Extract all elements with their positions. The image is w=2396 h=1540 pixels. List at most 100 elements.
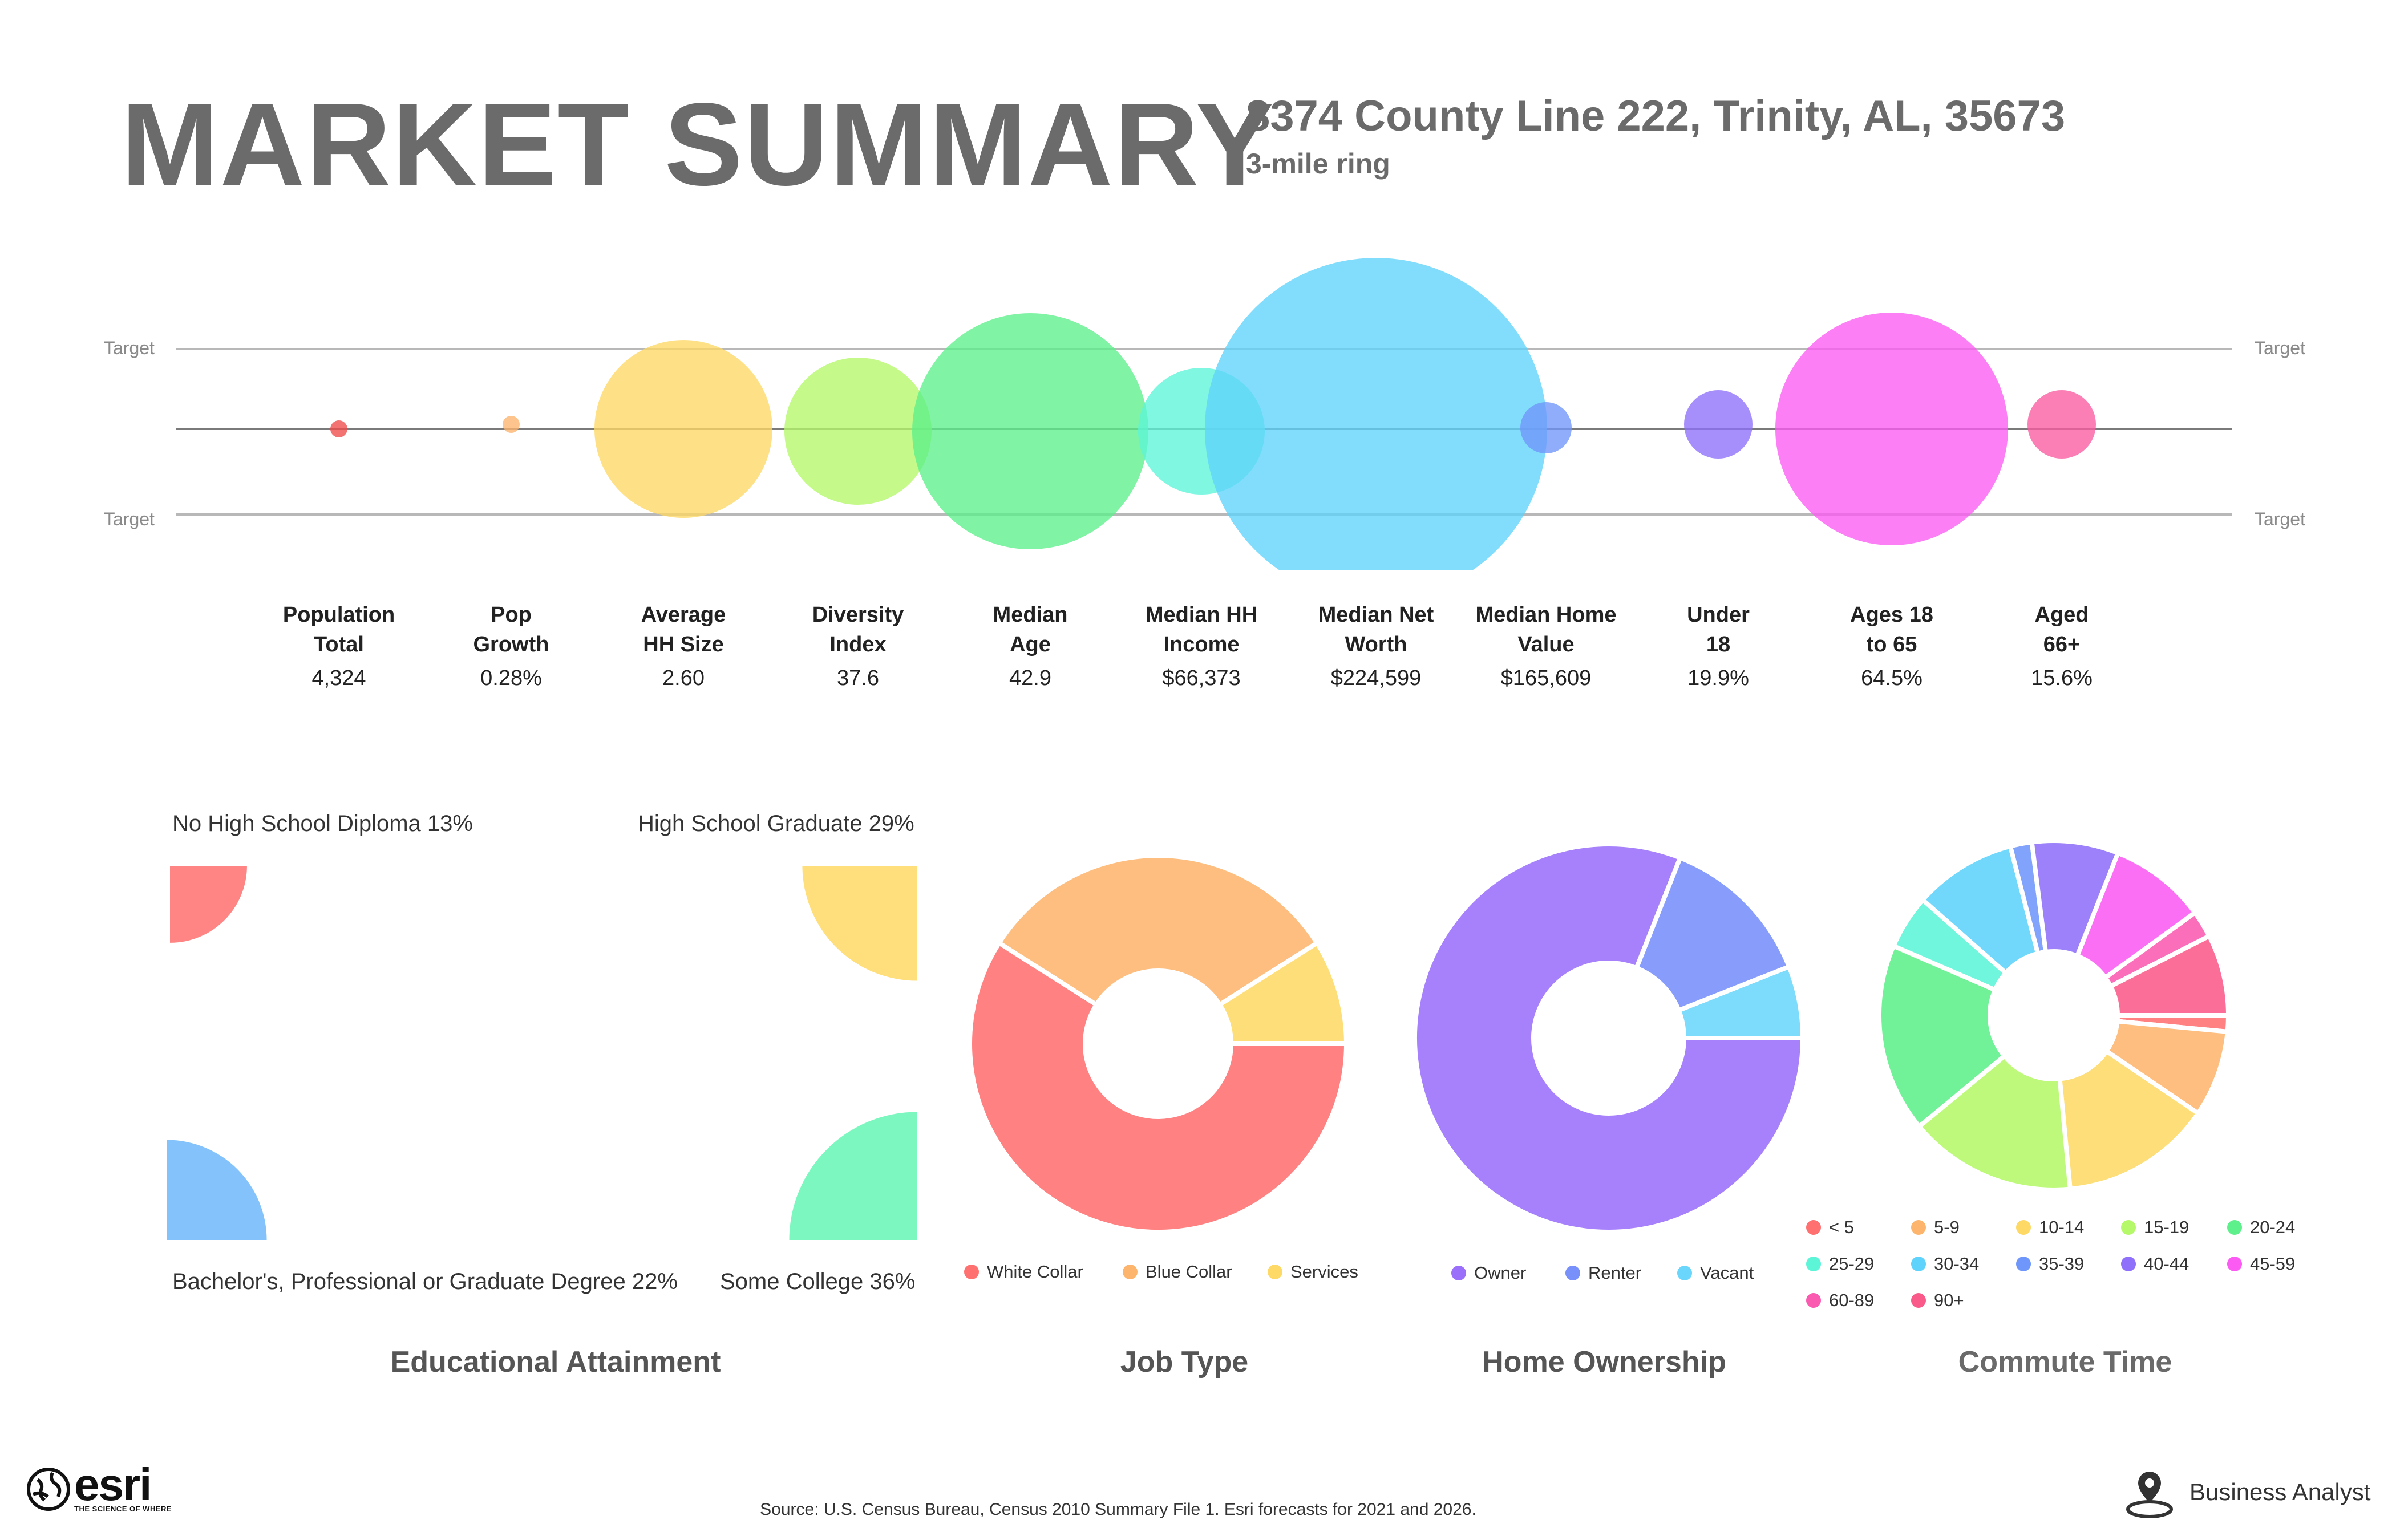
job-type-donut	[968, 853, 1349, 1234]
metric-label-line2: Growth	[473, 633, 549, 656]
legend-label: 40-44	[2144, 1254, 2189, 1274]
metric-label-under-18: Under 18	[1633, 600, 1804, 659]
job-type-legend-white-collar: White Collar	[964, 1262, 1083, 1282]
legend-swatch	[1911, 1293, 1926, 1308]
legend-label: 45-59	[2250, 1254, 2296, 1274]
commute-time-legend-5: < 5	[1806, 1217, 1854, 1238]
legend-swatch	[1451, 1266, 1466, 1280]
metric-label-line1: Aged	[2034, 603, 2089, 627]
metric-label-line2: Worth	[1345, 633, 1407, 656]
bubble-pop-growth	[503, 416, 520, 433]
business-analyst-label: Business Analyst	[2189, 1478, 2371, 1505]
metric-label-population-total: Population Total	[253, 600, 424, 659]
edu-label-some-college: Some College 36%	[720, 1269, 916, 1294]
commute-time-legend-10-14: 10-14	[2016, 1217, 2084, 1238]
metric-label-average-hh-size: Average HH Size	[598, 600, 769, 659]
commute-time-slice-15-19	[1916, 1052, 2073, 1192]
commute-time-legend-5-9: 5-9	[1911, 1217, 1960, 1238]
globe-icon	[27, 1467, 70, 1511]
metric-label-pop-growth: Pop Growth	[426, 600, 597, 659]
job-type-legend-blue-collar: Blue Collar	[1123, 1262, 1232, 1282]
legend-label: 25-29	[1829, 1254, 1875, 1274]
bubble-median-net-worth	[1205, 258, 1547, 570]
edu-label-no-diploma: No High School Diploma 13%	[172, 811, 473, 836]
legend-swatch	[2121, 1220, 2136, 1235]
indicator-bubble-chart	[176, 258, 2232, 570]
home-ownership-slice-vacant	[1675, 963, 1806, 1040]
commute-time-legend-45-59: 45-59	[2227, 1254, 2295, 1274]
metric-label-line2: 66+	[2043, 633, 2081, 656]
metric-label-line2: Index	[829, 633, 887, 656]
metric-label-line1: Under	[1687, 603, 1750, 627]
commute-time-donut	[1877, 838, 2231, 1192]
legend-swatch	[1806, 1220, 1821, 1235]
esri-logo: esri THE SCIENCE OF WHERE	[26, 1459, 172, 1513]
edu-slice-no-diploma	[170, 866, 247, 943]
ring-label: 3-mile ring	[1246, 148, 1390, 180]
metric-value-median-age: 42.9	[1009, 666, 1051, 690]
job-type-legend-services: Services	[1268, 1262, 1358, 1282]
edu-label-bachelors: Bachelor's, Professional or Graduate Deg…	[172, 1269, 678, 1294]
legend-swatch	[2016, 1220, 2031, 1235]
location-pin-icon	[2126, 1472, 2173, 1518]
metric-label-line1: Median	[993, 603, 1068, 627]
metric-label-median-age: Median Age	[945, 600, 1116, 659]
commute-time-legend-20-24: 20-24	[2227, 1217, 2295, 1238]
commute-time-slice-20-24	[1877, 943, 2008, 1130]
metric-label-line2: Income	[1163, 633, 1240, 656]
metric-label-median-home-value: Median Home Value	[1460, 600, 1632, 659]
metric-label-line1: Population	[282, 603, 395, 627]
legend-label: Blue Collar	[1146, 1262, 1232, 1282]
metric-label-median-hh-income: Median HH Income	[1116, 600, 1287, 659]
legend-swatch	[1123, 1265, 1138, 1279]
commute-time-legend-35-39: 35-39	[2016, 1254, 2084, 1274]
bubble-median-home-value	[1520, 402, 1572, 453]
commute-time-slice-90	[2107, 933, 2231, 1018]
legend-swatch	[2016, 1257, 2031, 1271]
legend-label: 60-89	[1829, 1290, 1875, 1310]
commute-time-slice-10-14	[2057, 1048, 2201, 1192]
caption-commute-time: Commute Time	[1958, 1346, 2172, 1379]
esri-wordmark: esri	[74, 1459, 152, 1510]
site-address: 8374 County Line 222, Trinity, AL, 35673	[1246, 92, 2066, 140]
education-chart	[167, 866, 917, 1240]
home-ownership-legend-renter: Renter	[1565, 1263, 1641, 1283]
legend-label: Owner	[1474, 1263, 1527, 1283]
legend-swatch	[1806, 1293, 1821, 1308]
metric-value-under-18: 19.9%	[1687, 666, 1749, 690]
metric-label-line1: Ages 18	[1850, 603, 1933, 627]
caption-home-ownership: Home Ownership	[1482, 1346, 1726, 1379]
business-analyst-logo: Business Analyst	[2122, 1465, 2371, 1519]
caption-job-type: Job Type	[1120, 1346, 1249, 1379]
metric-value-pop-growth: 0.28%	[480, 666, 542, 690]
legend-swatch	[1806, 1257, 1821, 1271]
metric-value-median-hh-income: $66,373	[1162, 666, 1241, 690]
commute-time-legend-60-89: 60-89	[1806, 1290, 1874, 1311]
edu-slice-bachelors	[167, 1140, 267, 1240]
legend-swatch	[1677, 1266, 1692, 1280]
metric-label-line1: Average	[641, 603, 726, 627]
metric-label-line2: HH Size	[643, 633, 724, 656]
commute-time-legend-90: 90+	[1911, 1290, 1964, 1311]
bubble-median-age	[912, 313, 1148, 549]
home-ownership-legend-owner: Owner	[1451, 1263, 1526, 1283]
metric-value-ages-18-to-65: 64.5%	[1861, 666, 1923, 690]
legend-label: Renter	[1588, 1263, 1642, 1283]
legend-swatch	[964, 1265, 979, 1279]
metric-label-median-net-worth: Median Net Worth	[1290, 600, 1462, 659]
edu-label-hs-graduate: High School Graduate 29%	[638, 811, 914, 836]
metric-label-line1: Diversity	[812, 603, 904, 627]
legend-label: < 5	[1829, 1217, 1854, 1237]
metric-label-line2: Age	[1010, 633, 1051, 656]
legend-swatch	[1911, 1220, 1926, 1235]
home-ownership-slice-renter	[1633, 854, 1792, 1014]
metric-value-median-home-value: $165,609	[1500, 666, 1592, 690]
legend-swatch	[1911, 1257, 1926, 1271]
metric-label-line1: Median Net	[1318, 603, 1434, 627]
home-ownership-legend-vacant: Vacant	[1677, 1263, 1754, 1283]
metric-label-line1: Pop	[491, 603, 532, 627]
bubble-diversity-index	[784, 358, 932, 505]
source-note: Source: U.S. Census Bureau, Census 2010 …	[760, 1500, 1476, 1519]
legend-label: 10-14	[2039, 1217, 2085, 1237]
metric-label-ages-18-to-65: Ages 18 to 65	[1806, 600, 1977, 659]
